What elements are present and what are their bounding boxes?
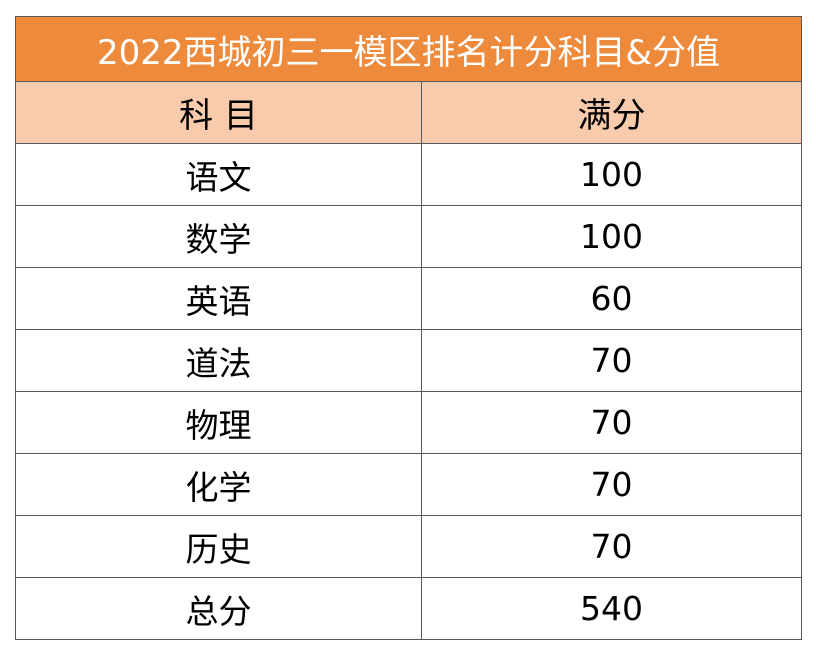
table-row: 数学 100 xyxy=(15,205,803,268)
table-title-row: 2022西城初三一模区排名计分科目&分值 xyxy=(14,16,803,82)
score-cell: 60 xyxy=(420,267,803,330)
subject-cell: 语文 xyxy=(15,143,422,206)
score-cell: 100 xyxy=(420,143,803,206)
score-cell: 70 xyxy=(420,329,803,392)
score-cell: 70 xyxy=(420,453,803,516)
subject-cell: 历史 xyxy=(15,515,422,578)
header-subject: 科 目 xyxy=(15,81,422,144)
header-score: 满分 xyxy=(420,81,803,144)
score-cell: 70 xyxy=(420,515,803,578)
subject-cell: 物理 xyxy=(15,391,422,454)
score-cell: 70 xyxy=(420,391,803,454)
subject-cell: 总分 xyxy=(15,577,422,640)
table-row: 化学 70 xyxy=(15,453,803,516)
subject-cell: 化学 xyxy=(15,453,422,516)
subject-cell: 道法 xyxy=(15,329,422,392)
table-row: 历史 70 xyxy=(15,515,803,578)
score-cell: 100 xyxy=(420,205,803,268)
table-header-row: 科 目 满分 xyxy=(15,81,803,144)
score-table: 2022西城初三一模区排名计分科目&分值 科 目 满分 语文 100 数学 10… xyxy=(14,16,803,640)
table-row: 物理 70 xyxy=(15,391,803,454)
table-row: 道法 70 xyxy=(15,329,803,392)
table-row: 英语 60 xyxy=(15,267,803,330)
score-cell: 540 xyxy=(420,577,803,640)
subject-cell: 英语 xyxy=(15,267,422,330)
subject-cell: 数学 xyxy=(15,205,422,268)
table-title: 2022西城初三一模区排名计分科目&分值 xyxy=(14,16,803,82)
table-row: 总分 540 xyxy=(15,577,803,640)
table-row: 语文 100 xyxy=(15,143,803,206)
